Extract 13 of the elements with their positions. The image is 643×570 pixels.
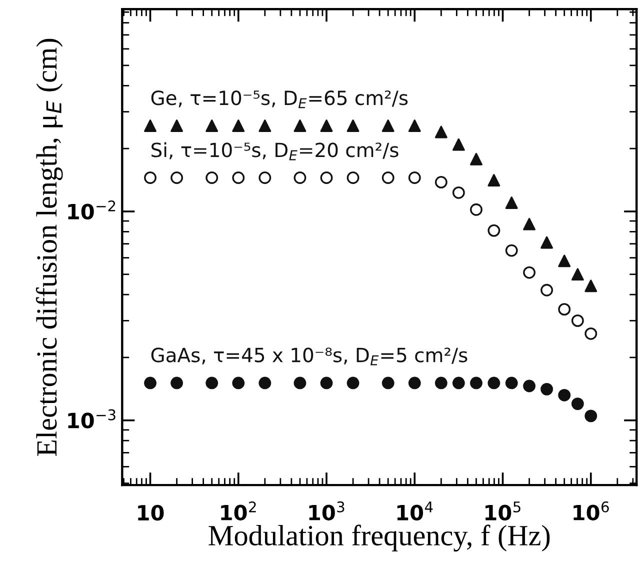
- series-label: Ge, τ=10⁻⁵s, D$_{E}$=65 cm²/s: [151, 90, 408, 108]
- x-tick-label: 10$^{6}$: [574, 501, 609, 520]
- x-axis-title: Modulation frequency, f (Hz): [208, 524, 550, 552]
- y-tick-label: 10$^{−2}$: [68, 200, 116, 220]
- series-label: Si, τ=10⁻⁵s, D$_{E}$=20 cm²/s: [152, 142, 398, 160]
- x-tick-label: 10$^{3}$: [309, 501, 344, 520]
- y-tick-label: 10$^{−3}$: [68, 409, 116, 428]
- x-tick-label: 10$^{4}$: [397, 502, 433, 520]
- y-axis-title: Electronic diffusion length, μ$_{E}$ (cm): [36, 38, 63, 456]
- series-label: GaAs, τ=45 x 10⁻⁸s, D$_{E}$=5 cm²/s: [151, 348, 468, 366]
- x-tick-label: 10$^{2}$: [221, 501, 256, 520]
- x-tick-label: 10: [138, 504, 164, 521]
- x-tick-label: 10$^{5}$: [486, 502, 520, 520]
